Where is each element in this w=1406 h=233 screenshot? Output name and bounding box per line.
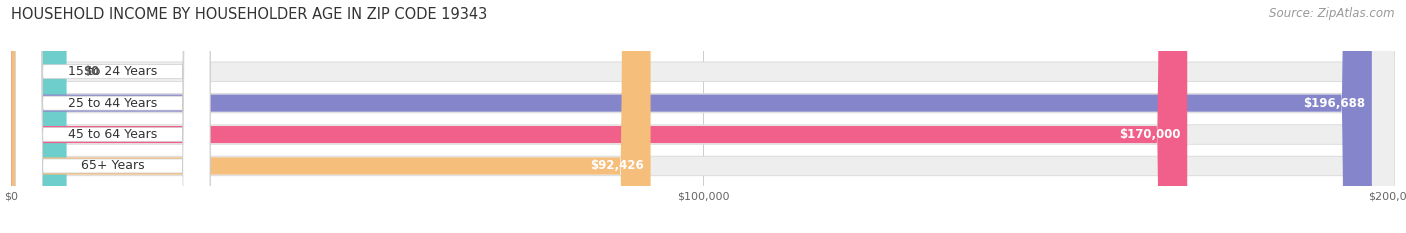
FancyBboxPatch shape xyxy=(15,0,209,233)
Text: 65+ Years: 65+ Years xyxy=(82,159,145,172)
Text: $0: $0 xyxy=(83,65,100,78)
Text: $92,426: $92,426 xyxy=(591,159,644,172)
FancyBboxPatch shape xyxy=(11,0,1395,233)
Text: 15 to 24 Years: 15 to 24 Years xyxy=(67,65,157,78)
FancyBboxPatch shape xyxy=(11,0,66,233)
Text: $196,688: $196,688 xyxy=(1303,97,1365,110)
Text: 45 to 64 Years: 45 to 64 Years xyxy=(67,128,157,141)
FancyBboxPatch shape xyxy=(11,0,1372,233)
FancyBboxPatch shape xyxy=(15,0,209,233)
FancyBboxPatch shape xyxy=(15,0,209,233)
FancyBboxPatch shape xyxy=(11,0,1395,233)
FancyBboxPatch shape xyxy=(11,0,1395,233)
Text: $170,000: $170,000 xyxy=(1119,128,1180,141)
Text: Source: ZipAtlas.com: Source: ZipAtlas.com xyxy=(1270,7,1395,20)
Text: HOUSEHOLD INCOME BY HOUSEHOLDER AGE IN ZIP CODE 19343: HOUSEHOLD INCOME BY HOUSEHOLDER AGE IN Z… xyxy=(11,7,488,22)
FancyBboxPatch shape xyxy=(11,0,1187,233)
Text: 25 to 44 Years: 25 to 44 Years xyxy=(67,97,157,110)
FancyBboxPatch shape xyxy=(11,0,1395,233)
FancyBboxPatch shape xyxy=(11,0,651,233)
FancyBboxPatch shape xyxy=(15,0,209,233)
